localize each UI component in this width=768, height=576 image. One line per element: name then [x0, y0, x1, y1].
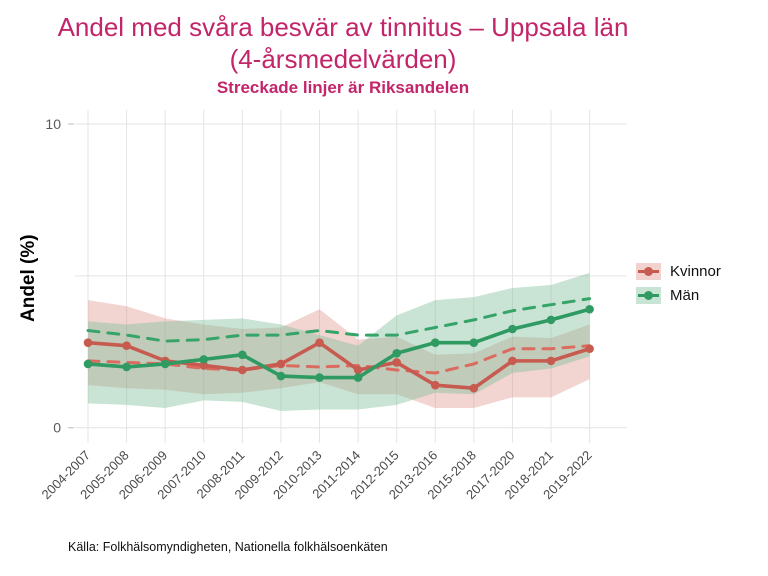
data-point — [353, 365, 363, 375]
data-point — [315, 338, 324, 347]
data-point — [199, 361, 209, 370]
legend: Kvinnor Män — [636, 263, 721, 304]
chart-title-line2: (4-årsmedelvärden) — [229, 44, 457, 74]
data-point — [122, 341, 131, 351]
chart-subtitle: Streckade linjer är Riksandelen — [216, 78, 470, 97]
chart-title-line1: Andel med svåra besvär av tinnitus – Upp… — [57, 12, 629, 42]
confidence-band — [88, 300, 590, 408]
plot-svg: 0102004-20072005-20082006-20092007-20102… — [39, 110, 627, 502]
data-point — [392, 358, 401, 367]
data-point — [83, 338, 93, 347]
data-point — [122, 362, 131, 372]
data-point — [546, 315, 556, 325]
legend-item-man: Män — [636, 287, 721, 304]
data-point — [199, 355, 209, 364]
data-point — [238, 350, 247, 360]
legend-key-man — [636, 287, 661, 304]
data-point — [430, 380, 440, 390]
data-point — [585, 344, 594, 354]
data-point — [546, 356, 556, 366]
source-caption: Källa: Folkhälsomyndigheten, Nationella … — [68, 540, 388, 554]
legend-item-kvinnor: Kvinnor — [636, 263, 721, 280]
legend-dot-icon — [644, 291, 653, 300]
series-line — [86, 297, 592, 343]
data-point — [508, 324, 517, 334]
confidence-band — [88, 272, 590, 411]
data-point — [508, 356, 517, 366]
data-point — [276, 359, 286, 369]
legend-dot-icon — [644, 267, 653, 276]
data-point — [392, 348, 401, 358]
data-point — [353, 373, 363, 382]
series-line — [86, 307, 592, 380]
data-point — [585, 304, 594, 314]
legend-key-kvinnor — [636, 263, 661, 280]
data-point — [276, 371, 286, 381]
legend-label: Män — [670, 287, 700, 304]
data-point — [315, 373, 324, 382]
data-point — [430, 338, 440, 347]
data-point — [469, 383, 479, 393]
y-tick-label: 0 — [53, 420, 61, 436]
y-tick-label: 10 — [45, 116, 61, 132]
data-point — [238, 365, 247, 375]
data-point — [469, 338, 479, 347]
legend-label: Kvinnor — [670, 263, 721, 280]
data-point — [83, 359, 93, 369]
data-point — [160, 359, 170, 369]
